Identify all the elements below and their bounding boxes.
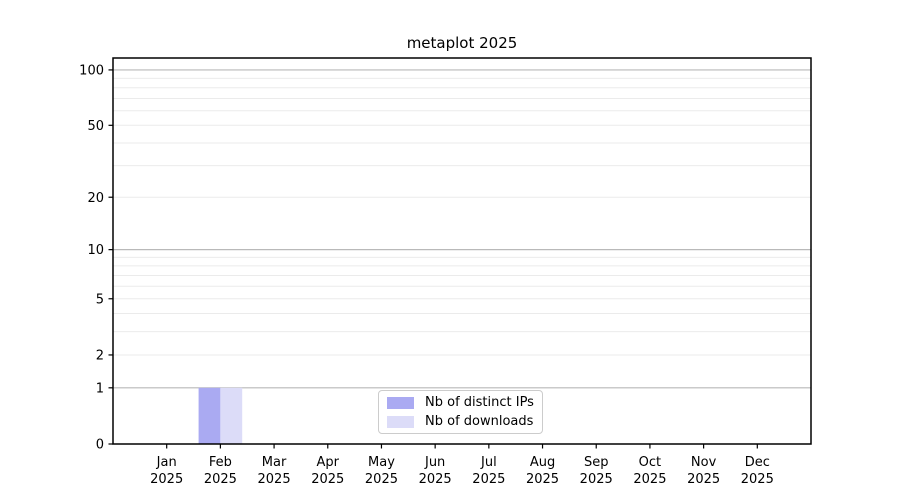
- legend: Nb of distinct IPs Nb of downloads: [378, 390, 543, 434]
- x-tick-label-month: Nov: [691, 455, 717, 470]
- y-tick-label: 1: [96, 381, 104, 396]
- legend-item-downloads: Nb of downloads: [379, 412, 542, 431]
- x-tick-label-month: Jul: [480, 455, 497, 470]
- legend-item-distinct-ips: Nb of distinct IPs: [379, 393, 542, 412]
- x-tick-label-year: 2025: [580, 472, 613, 487]
- legend-swatch-downloads: [387, 415, 414, 428]
- x-tick-label-year: 2025: [204, 472, 237, 487]
- x-tick-label-month: Feb: [209, 455, 232, 470]
- x-tick-label-month: Jan: [156, 455, 177, 470]
- plot-border: [112, 57, 812, 445]
- x-tick-label-month: Apr: [317, 455, 340, 470]
- x-tick-label-year: 2025: [365, 472, 398, 487]
- y-tick-label: 10: [87, 243, 104, 258]
- x-tick-label-year: 2025: [311, 472, 344, 487]
- y-tick-label: 0: [96, 438, 104, 453]
- x-tick-label-year: 2025: [526, 472, 559, 487]
- x-tick-label-month: Oct: [639, 455, 661, 470]
- chart-title: metaplot 2025: [406, 34, 518, 52]
- y-tick-label: 50: [87, 119, 104, 134]
- legend-swatch-distinct-ips: [387, 396, 414, 409]
- legend-label-distinct-ips: Nb of distinct IPs: [425, 395, 534, 410]
- y-tick-label: 5: [96, 292, 104, 307]
- x-tick-label-month: May: [368, 455, 395, 470]
- y-tick-label: 2: [96, 349, 104, 364]
- bar-nb-of-downloads: [220, 387, 243, 444]
- x-tick-label-month: Aug: [530, 455, 555, 470]
- x-tick-label-year: 2025: [419, 472, 452, 487]
- x-tick-label-month: Dec: [745, 455, 770, 470]
- x-tick-label-year: 2025: [472, 472, 505, 487]
- x-tick-label-year: 2025: [258, 472, 291, 487]
- x-tick-label-month: Jun: [424, 455, 445, 470]
- x-tick-label-month: Sep: [584, 455, 609, 470]
- y-tick-label: 20: [87, 191, 104, 206]
- bar-nb-of-distinct-ips: [198, 387, 221, 444]
- x-tick-label-year: 2025: [633, 472, 666, 487]
- y-tick-label: 100: [79, 63, 104, 78]
- legend-label-downloads: Nb of downloads: [425, 414, 534, 429]
- x-tick-label-month: Mar: [262, 455, 287, 470]
- x-tick-label-year: 2025: [741, 472, 774, 487]
- x-tick-label-year: 2025: [687, 472, 720, 487]
- x-tick-label-year: 2025: [150, 472, 183, 487]
